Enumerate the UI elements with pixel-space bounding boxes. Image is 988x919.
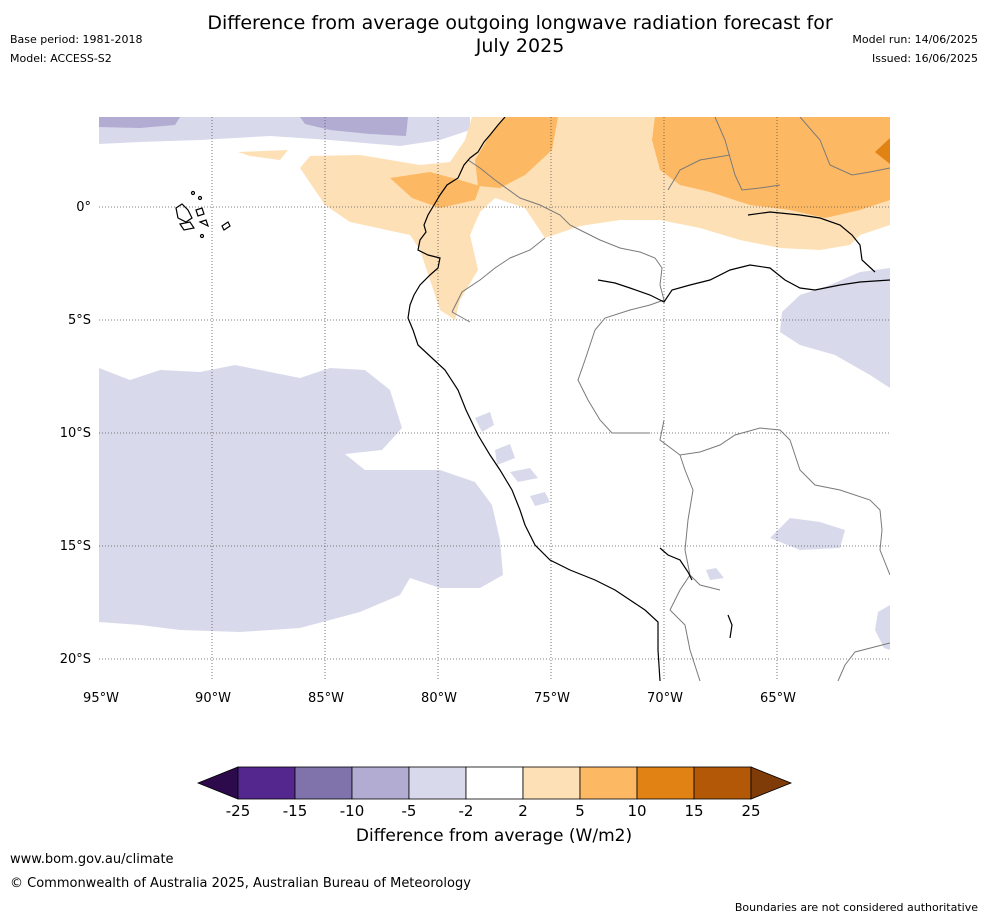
model-label: Model: ACCESS-S2 — [10, 52, 112, 65]
moderate-positive-areas — [390, 117, 890, 218]
model-run-label: Model run: 14/06/2025 — [852, 33, 978, 46]
disclaimer-text: Boundaries are not considered authoritat… — [734, 901, 978, 914]
lat-label-0: 0° — [76, 200, 91, 215]
colorbar-swatch — [408, 766, 467, 800]
north-medium-lavender-2 — [300, 117, 408, 136]
colorbar-tick-label: -5 — [402, 802, 417, 820]
coastline — [407, 117, 890, 681]
base-period-label: Base period: 1981-2018 — [10, 33, 143, 46]
lat-label-10s: 10°S — [60, 426, 91, 441]
bolivia-lavender-patch-2 — [706, 568, 724, 580]
copyright-text: © Commonwealth of Australia 2025, Austra… — [10, 876, 471, 891]
galapagos-peach-patch — [238, 150, 288, 160]
title-line-1: Difference from average outgoing longwav… — [207, 12, 833, 34]
peru-lavender-patch-2 — [495, 444, 515, 465]
colorbar-swatch — [579, 766, 638, 800]
colorbar-tick-label: 10 — [627, 802, 646, 820]
forecast-map: 0° 5°S 10°S 15°S 20°S 95°W 90°W 85°W 80°… — [60, 117, 890, 706]
bolivia-lavender-patch — [770, 518, 845, 550]
colorbar-tick-label: 15 — [684, 802, 703, 820]
colorbar-swatch — [351, 766, 410, 800]
country-borders — [451, 117, 890, 681]
venezuela-orange-area — [652, 117, 890, 218]
latitude-labels: 0° 5°S 10°S 15°S 20°S — [60, 200, 91, 667]
lon-label-80w: 80°W — [421, 691, 457, 706]
pacific-lavender-area — [99, 365, 503, 632]
medium-negative-areas — [99, 117, 408, 136]
colorbar-swatches — [196, 766, 793, 800]
lat-label-20s: 20°S — [60, 652, 91, 667]
colorbar: -25 -15 -10 -5 -2 2 5 10 15 25 — [196, 766, 793, 820]
lon-label-75w: 75°W — [534, 691, 570, 706]
colorbar-swatch — [294, 766, 353, 800]
colorbar-tick-label: 2 — [518, 802, 528, 820]
peru-lavender-patch-4 — [530, 492, 550, 506]
north-medium-lavender-1 — [99, 117, 180, 128]
colorbar-swatch — [465, 766, 524, 800]
website-link[interactable]: www.bom.gov.au/climate — [10, 852, 174, 867]
colorbar-swatch — [522, 766, 581, 800]
colorbar-extend-high — [750, 766, 793, 800]
colorbar-swatch — [636, 766, 695, 800]
lon-label-90w: 90°W — [195, 691, 231, 706]
colorbar-extend-low — [196, 766, 239, 800]
peru-lavender-patch-3 — [510, 468, 538, 482]
issued-label: Issued: 16/06/2025 — [871, 52, 978, 65]
peru-lavender-patch — [475, 412, 494, 432]
colorbar-swatch — [693, 766, 752, 800]
colorbar-tick-labels: -25 -15 -10 -5 -2 2 5 10 15 25 — [226, 802, 761, 820]
title-line-2: July 2025 — [475, 35, 565, 57]
galapagos-islands — [175, 190, 231, 239]
colorbar-tick-label: 25 — [741, 802, 760, 820]
lon-label-65w: 65°W — [760, 691, 796, 706]
peach-small-patch — [595, 120, 603, 135]
coast-orange-area — [390, 172, 480, 208]
lat-label-15s: 15°S — [60, 539, 91, 554]
east-lavender-patch — [875, 605, 890, 650]
map-title: Difference from average outgoing longwav… — [150, 12, 890, 58]
colorbar-swatch — [237, 766, 296, 800]
map-plot-area — [99, 117, 890, 681]
colorbar-tick-label: -25 — [226, 802, 251, 820]
lon-label-70w: 70°W — [647, 691, 683, 706]
colorbar-tick-label: 5 — [575, 802, 585, 820]
longitude-labels: 95°W 90°W 85°W 80°W 75°W 70°W 65°W — [83, 691, 796, 706]
colorbar-tick-label: -10 — [340, 802, 365, 820]
colorbar-label: Difference from average (W/m2) — [355, 826, 633, 846]
lon-label-95w: 95°W — [83, 691, 119, 706]
strong-positive-patch — [875, 138, 890, 164]
colorbar-tick-label: -2 — [459, 802, 474, 820]
lon-label-85w: 85°W — [308, 691, 344, 706]
colorbar-tick-label: -15 — [283, 802, 308, 820]
colombia-orange-area — [475, 117, 558, 188]
lat-label-5s: 5°S — [68, 313, 91, 328]
amazon-lavender-area — [780, 268, 890, 388]
